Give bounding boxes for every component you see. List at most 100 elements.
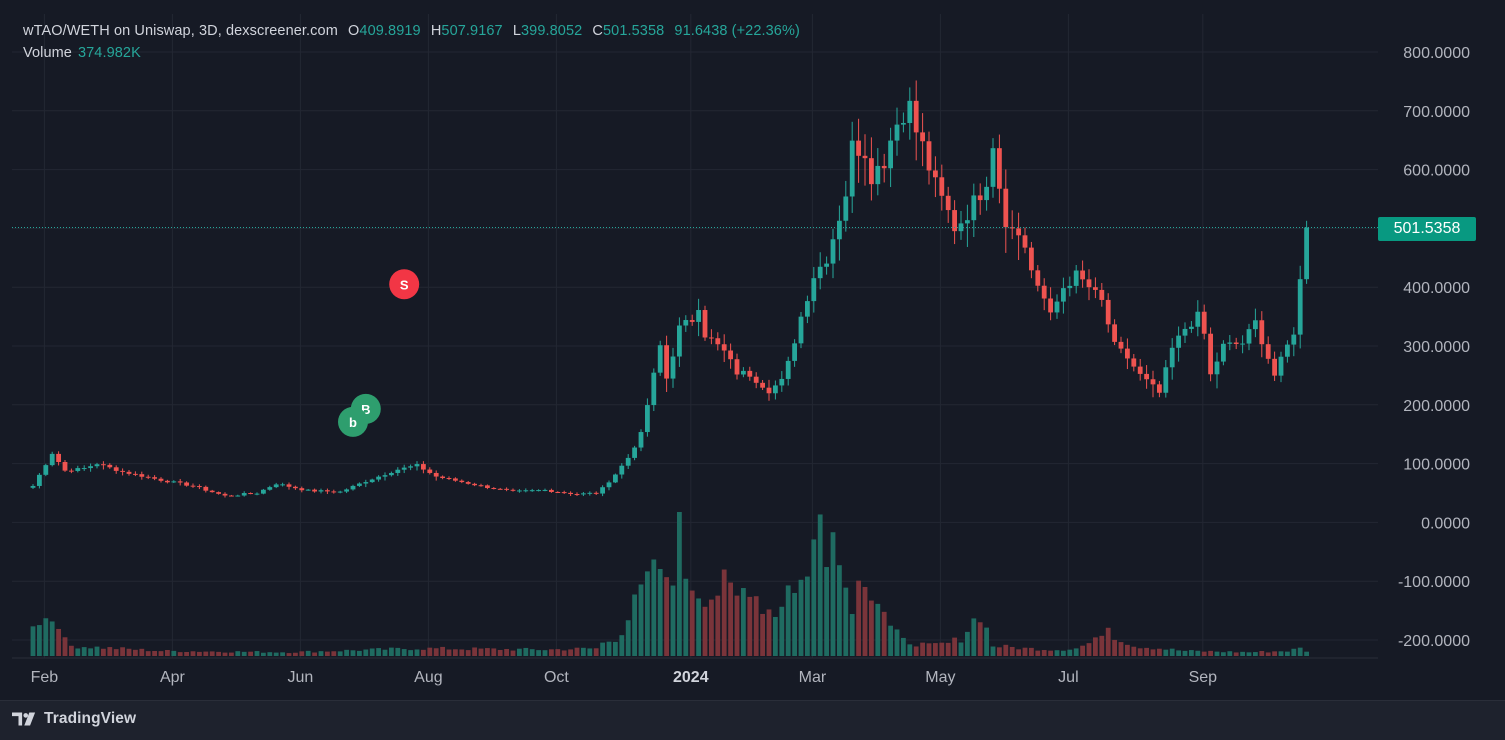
volume-bar	[945, 642, 951, 656]
candle	[920, 113, 925, 167]
candle	[293, 485, 298, 490]
y-tick-label: 300.0000	[1403, 339, 1470, 356]
volume-bar	[229, 652, 234, 656]
candle-body	[760, 382, 765, 388]
volume-bar	[440, 646, 445, 656]
volume-bar	[741, 588, 746, 656]
candle-body	[1054, 301, 1060, 313]
candle	[1195, 300, 1201, 337]
candle	[1176, 326, 1181, 362]
volume-bar	[638, 584, 644, 656]
volume-bar	[126, 648, 132, 656]
volume-bar	[465, 650, 471, 656]
trade-markers[interactable]: S Bb	[338, 269, 420, 437]
candle-body	[824, 263, 829, 267]
candle-body	[529, 490, 535, 492]
volume-bar	[286, 653, 292, 656]
volume-bar	[670, 585, 676, 656]
candle-body	[555, 492, 561, 494]
volume-bar	[984, 627, 989, 656]
volume-bar	[299, 651, 305, 656]
last-price-tag: 501.5358	[1378, 217, 1476, 241]
footer[interactable]: TradingView	[12, 709, 136, 729]
candle	[766, 379, 772, 401]
candle	[376, 475, 381, 482]
chart-area[interactable]: SBb 800.0000700.0000600.0000500.0000400.…	[0, 0, 1505, 701]
tradingview-logo-icon[interactable]	[12, 711, 38, 727]
ohlc-legend: wTAO/WETH on Uniswap, 3D, dexscreener.co…	[23, 23, 800, 39]
volume-bar	[241, 651, 247, 656]
candle-body	[273, 484, 279, 488]
candle-body	[165, 480, 170, 483]
candle-body	[638, 432, 644, 448]
marker-label: b	[349, 415, 357, 430]
volume-bar	[523, 647, 529, 656]
candle	[273, 482, 279, 489]
candle-body	[728, 350, 733, 360]
candle	[107, 463, 113, 469]
volume-bar	[843, 587, 849, 656]
candle	[849, 121, 855, 213]
candle	[830, 228, 836, 279]
volume-bar	[197, 651, 202, 656]
low-value: 399.8052	[521, 23, 583, 39]
candle	[382, 472, 388, 481]
candle-body	[107, 464, 113, 468]
candle	[299, 486, 305, 493]
volume-bar	[837, 565, 842, 656]
volume-bar	[216, 651, 221, 656]
candle	[171, 480, 177, 484]
volume-bar	[331, 651, 337, 656]
volume-bar	[824, 567, 829, 656]
volume-bar	[1253, 652, 1258, 656]
candle	[43, 463, 49, 477]
volume-bar	[849, 614, 855, 656]
candle	[133, 471, 138, 477]
candle-body	[1176, 335, 1181, 348]
candle-body	[1137, 366, 1143, 374]
candle-body	[280, 484, 285, 486]
marker-label: S	[400, 277, 409, 292]
candle	[1265, 336, 1271, 364]
volume-bar	[1067, 649, 1073, 656]
candle	[619, 463, 625, 479]
trade-marker-S[interactable]: S	[389, 269, 420, 300]
volume-bar	[1150, 649, 1156, 656]
price-axis[interactable]: 800.0000700.0000600.0000500.0000400.0000…	[1398, 45, 1470, 650]
candle-body	[894, 124, 900, 141]
y-tick-label: 200.0000	[1403, 398, 1470, 415]
candle	[427, 467, 433, 475]
candle	[145, 474, 151, 480]
open-value: 409.8919	[359, 23, 421, 39]
candle-body	[721, 344, 727, 351]
volume-bar	[1201, 651, 1207, 656]
volume-bar	[581, 647, 586, 656]
volume-bar	[920, 642, 925, 656]
candle-body	[869, 158, 874, 185]
candle	[1137, 358, 1143, 381]
candle	[401, 464, 407, 474]
candle	[408, 464, 413, 471]
volume-bar	[753, 596, 759, 656]
candle-body	[549, 489, 554, 493]
candle	[1163, 359, 1169, 398]
candle-body	[581, 493, 586, 495]
trade-marker-b[interactable]: b	[338, 406, 368, 437]
candle-body	[753, 376, 759, 383]
candle-body	[261, 489, 266, 494]
candle-body	[945, 195, 951, 211]
candle-body	[369, 479, 375, 483]
candle-body	[542, 489, 548, 491]
volume-bar	[677, 512, 682, 656]
candle	[1073, 265, 1079, 294]
volume-bar	[856, 580, 861, 656]
candle-body	[286, 484, 292, 487]
candle-body	[881, 165, 887, 169]
tradingview-brand[interactable]: TradingView	[44, 710, 137, 727]
y-tick-label: 600.0000	[1403, 163, 1470, 180]
candlestick-chart[interactable]: SBb 800.0000700.0000600.0000500.0000400.…	[0, 0, 1505, 700]
time-axis[interactable]: Feb Apr Jun Aug Oct 2024 Mar May Jul Sep	[31, 669, 1218, 686]
candle-body	[344, 489, 349, 492]
candle	[952, 200, 957, 245]
volume-bar	[862, 586, 868, 656]
